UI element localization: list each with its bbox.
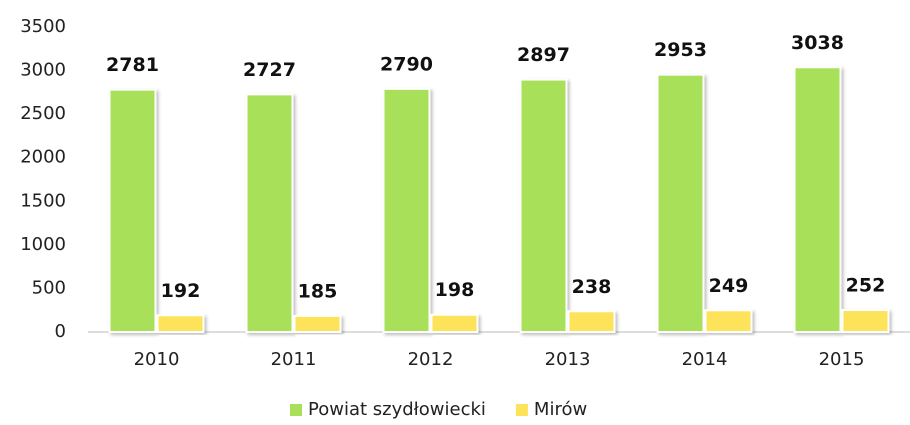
y-tick-label: 500 (32, 277, 66, 298)
legend-swatch (515, 404, 528, 416)
bar (156, 314, 205, 334)
bar (567, 310, 616, 334)
bar (704, 309, 753, 333)
bar (430, 313, 479, 334)
x-tick-label: 2010 (134, 349, 180, 370)
bar (793, 66, 842, 333)
bar (108, 88, 157, 333)
y-tick-label: 3000 (20, 60, 66, 81)
y-tick-label: 3500 (20, 16, 66, 37)
bar (293, 314, 342, 333)
y-tick-label: 2000 (20, 147, 66, 168)
value-label: 192 (161, 280, 201, 302)
legend-label: Powiat szydłowiecki (308, 399, 486, 420)
legend-label: Mirów (534, 399, 587, 420)
value-label: 3038 (791, 32, 844, 54)
x-tick-label: 2011 (271, 349, 317, 370)
x-tick-label: 2013 (545, 349, 591, 370)
value-label: 2790 (380, 53, 433, 75)
bar (382, 87, 431, 333)
value-label: 238 (572, 276, 612, 298)
x-tick-label: 2015 (819, 349, 865, 370)
y-tick-label: 1500 (20, 190, 66, 211)
x-tick-label: 2014 (682, 349, 728, 370)
value-label: 198 (435, 279, 475, 301)
value-label: 252 (846, 275, 886, 297)
value-label: 2897 (517, 44, 570, 66)
y-tick-label: 0 (55, 321, 66, 342)
bar (519, 78, 568, 333)
value-label: 2781 (106, 54, 159, 76)
bar (841, 309, 890, 334)
value-label: 249 (709, 275, 749, 297)
x-tick-label: 2012 (408, 349, 454, 370)
y-tick-label: 1000 (20, 234, 66, 255)
value-label: 185 (298, 280, 338, 302)
bar (656, 73, 705, 333)
y-tick-label: 2500 (20, 103, 66, 124)
value-label: 2953 (654, 39, 707, 61)
bar (245, 93, 294, 333)
legend-swatch (290, 404, 302, 416)
value-label: 2727 (243, 59, 296, 81)
